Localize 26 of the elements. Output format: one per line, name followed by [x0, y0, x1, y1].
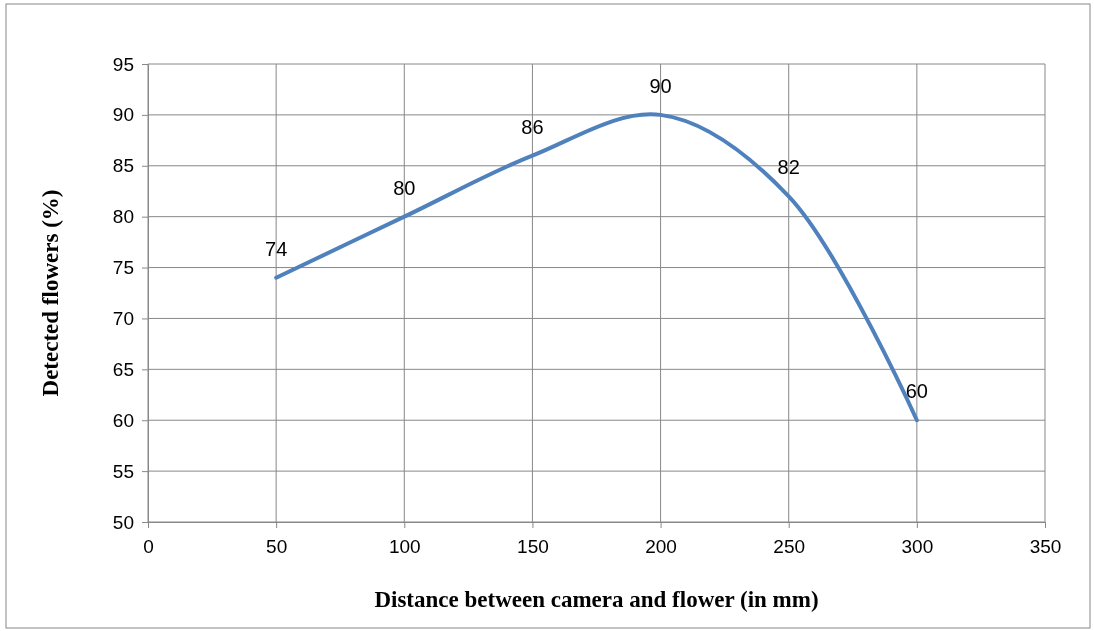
x-tick-label: 0	[143, 536, 154, 558]
x-tick-label: 250	[773, 536, 806, 558]
y-tick-label: 95	[112, 53, 134, 75]
y-tick-label: 70	[112, 308, 134, 330]
data-label: 74	[265, 237, 288, 260]
y-tick-label: 90	[112, 104, 134, 126]
y-tick-label: 55	[112, 460, 134, 482]
x-tick-label: 50	[266, 536, 288, 558]
x-tick-label: 300	[901, 536, 934, 558]
data-label: 82	[777, 156, 800, 179]
data-label: 80	[393, 176, 416, 199]
x-tick-label: 200	[645, 536, 677, 558]
y-tick-label: 60	[112, 409, 134, 431]
data-label: 86	[521, 115, 544, 138]
x-axis-title: Distance between camera and flower (in mm)	[374, 587, 819, 612]
y-tick-label: 80	[112, 206, 134, 228]
y-tick-label: 75	[112, 257, 134, 279]
x-tick-label: 150	[517, 536, 549, 558]
data-label: 60	[905, 380, 928, 403]
y-tick-label: 50	[112, 511, 134, 533]
data-label: 90	[649, 74, 672, 97]
y-tick-label: 85	[112, 155, 134, 177]
x-tick-label: 350	[1029, 536, 1062, 558]
x-tick-label: 100	[388, 536, 421, 558]
y-axis-title: Detected flowers (%)	[38, 189, 63, 397]
y-tick-label: 65	[112, 358, 134, 380]
